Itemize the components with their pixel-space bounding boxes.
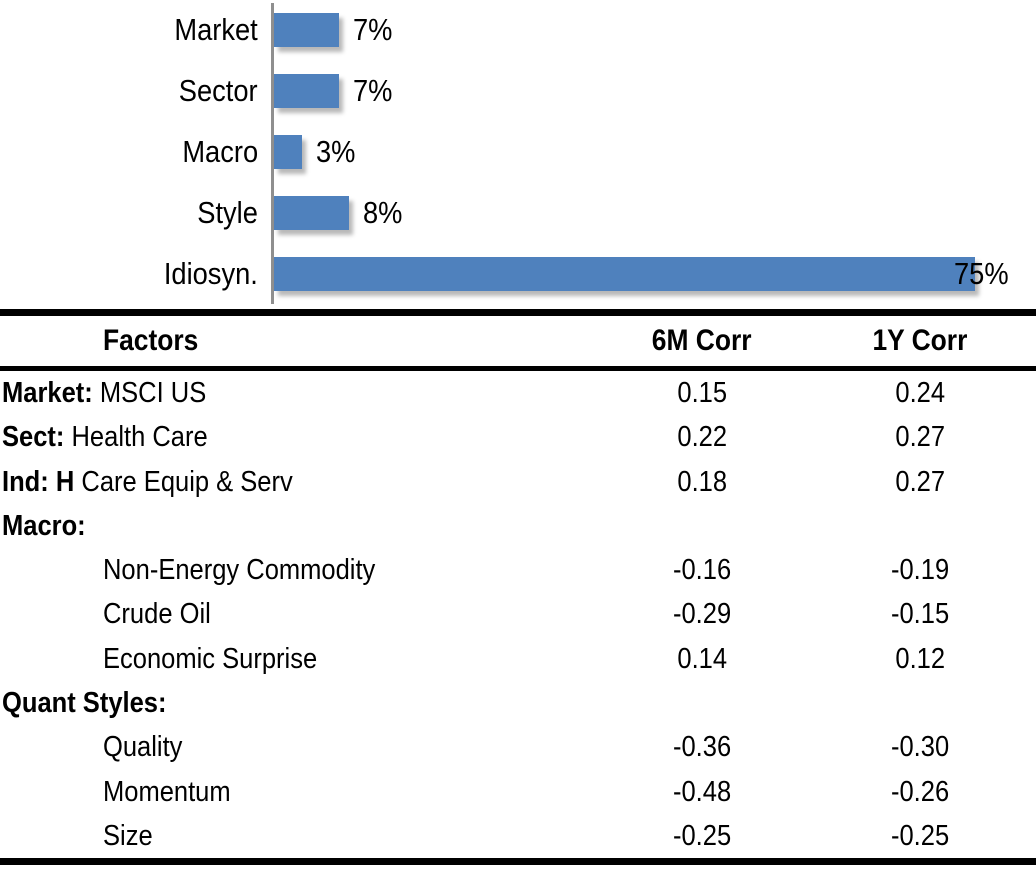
factor-name-cell: Economic Surprise: [0, 637, 580, 681]
bar-row-sector: Sector 7%: [0, 74, 1036, 108]
corr-1y-cell: 0.24: [895, 377, 945, 409]
corr-6m-cell: [580, 681, 824, 725]
corr-6m-cell: -0.29: [672, 598, 732, 631]
factor-name-cell: Market: MSCI US: [0, 371, 580, 415]
factor-name-rest: Care Equip & Serv: [74, 465, 293, 498]
table-header-row: Factors 6M Corr 1Y Corr: [0, 316, 1036, 371]
factor-name-cell: Sect: Health Care: [0, 415, 580, 459]
factor-name-rest: Non-Energy Commodity: [103, 554, 376, 587]
bar-value-label: 7%: [353, 12, 393, 47]
bar-value-label: 7%: [353, 73, 393, 108]
table-row-industry-hcare-equip-serv: Ind: H Care Equip & Serv 0.18 0.27: [0, 460, 1036, 504]
corr-1y-cell: [824, 681, 1016, 725]
corr-1y-cell: [824, 504, 1016, 548]
corr-1y-cell: -0.19: [890, 554, 950, 587]
table-row-economic-surprise: Economic Surprise 0.14 0.12: [0, 637, 1036, 681]
factor-name-cell: Size: [0, 814, 580, 858]
corr-6m-cell: -0.48: [672, 775, 732, 808]
bar: [274, 257, 975, 291]
factor-name-cell: Momentum: [0, 770, 580, 814]
header-factors: Factors: [103, 324, 199, 357]
factor-name-rest: Size: [103, 819, 153, 852]
factor-name-rest: Quality: [103, 731, 183, 764]
corr-6m-cell: -0.36: [672, 731, 732, 764]
bar-row-idiosyncratic: Idiosyn. 75%: [0, 257, 1036, 291]
factor-name-cell: Crude Oil: [0, 592, 580, 636]
factor-name-bold: Macro:: [2, 509, 86, 542]
corr-1y-cell: -0.15: [890, 598, 950, 631]
header-6m-corr: 6M Corr: [652, 324, 752, 357]
risk-contribution-bar-chart: Market 7% Sector 7% Macro 3% Style 8% Id…: [0, 0, 1036, 309]
corr-6m-cell: 0.18: [677, 465, 727, 498]
corr-1y-cell: 0.12: [895, 642, 945, 675]
bar-category-label: Style: [197, 195, 258, 230]
factor-name-rest: Health Care: [64, 421, 208, 454]
table-row-macro-group: Macro:: [0, 504, 1036, 548]
table-row-size: Size -0.25 -0.25: [0, 814, 1036, 858]
bar-category-label: Market: [174, 12, 258, 47]
bar-value-label: 75%: [954, 256, 1009, 291]
factor-name-cell: Macro:: [0, 504, 580, 548]
bar: [274, 196, 349, 230]
corr-6m-cell: 0.14: [677, 642, 727, 675]
factor-name-rest: Crude Oil: [103, 598, 211, 631]
factor-name-bold: Market:: [2, 377, 93, 409]
corr-6m-cell: -0.25: [672, 819, 732, 852]
bar-row-style: Style 8%: [0, 196, 1036, 230]
table-row-quant-styles-group: Quant Styles:: [0, 681, 1036, 725]
table-row-market-msci-us: Market: MSCI US 0.15 0.24: [0, 371, 1036, 415]
bar: [274, 135, 302, 169]
bar-category-label: Macro: [182, 134, 258, 169]
factor-correlation-table: Factors 6M Corr 1Y Corr Market: MSCI US …: [0, 309, 1036, 866]
table-row-quality: Quality -0.36 -0.30: [0, 725, 1036, 769]
factor-name-rest: Economic Surprise: [103, 642, 318, 675]
corr-1y-cell: 0.27: [895, 421, 945, 454]
factor-name-bold: Sect:: [2, 421, 65, 454]
bar-category-label: Idiosyn.: [163, 256, 258, 291]
bar: [274, 74, 339, 108]
corr-1y-cell: -0.25: [890, 819, 950, 852]
corr-1y-cell: -0.26: [890, 775, 950, 808]
corr-6m-cell: 0.15: [677, 377, 727, 409]
factor-name-rest: Momentum: [103, 775, 231, 808]
corr-6m-cell: -0.16: [672, 554, 732, 587]
corr-6m-cell: 0.22: [677, 421, 727, 454]
factor-name-cell: Quality: [0, 725, 580, 769]
bar: [274, 13, 339, 47]
factor-name-cell: Quant Styles:: [0, 681, 580, 725]
factor-name-bold: Ind: H: [2, 465, 75, 498]
factor-name-cell: Ind: H Care Equip & Serv: [0, 460, 580, 504]
table-row-non-energy-commodity: Non-Energy Commodity -0.16 -0.19: [0, 548, 1036, 592]
bar-value-label: 8%: [363, 195, 403, 230]
bar-value-label: 3%: [316, 134, 356, 169]
corr-1y-cell: -0.30: [890, 731, 950, 764]
corr-1y-cell: 0.27: [895, 465, 945, 498]
table-row-momentum: Momentum -0.48 -0.26: [0, 770, 1036, 814]
corr-6m-cell: [580, 504, 824, 548]
header-1y-corr: 1Y Corr: [872, 324, 968, 357]
bar-category-label: Sector: [179, 73, 258, 108]
factor-name-bold: Quant Styles:: [2, 687, 167, 720]
chart-baseline-axis: [271, 3, 274, 304]
bar-row-market: Market 7%: [0, 13, 1036, 47]
factor-name-rest: MSCI US: [92, 377, 207, 409]
table-row-crude-oil: Crude Oil -0.29 -0.15: [0, 592, 1036, 636]
factor-name-cell: Non-Energy Commodity: [0, 548, 580, 592]
table-row-sector-health-care: Sect: Health Care 0.22 0.27: [0, 415, 1036, 459]
bar-row-macro: Macro 3%: [0, 135, 1036, 169]
